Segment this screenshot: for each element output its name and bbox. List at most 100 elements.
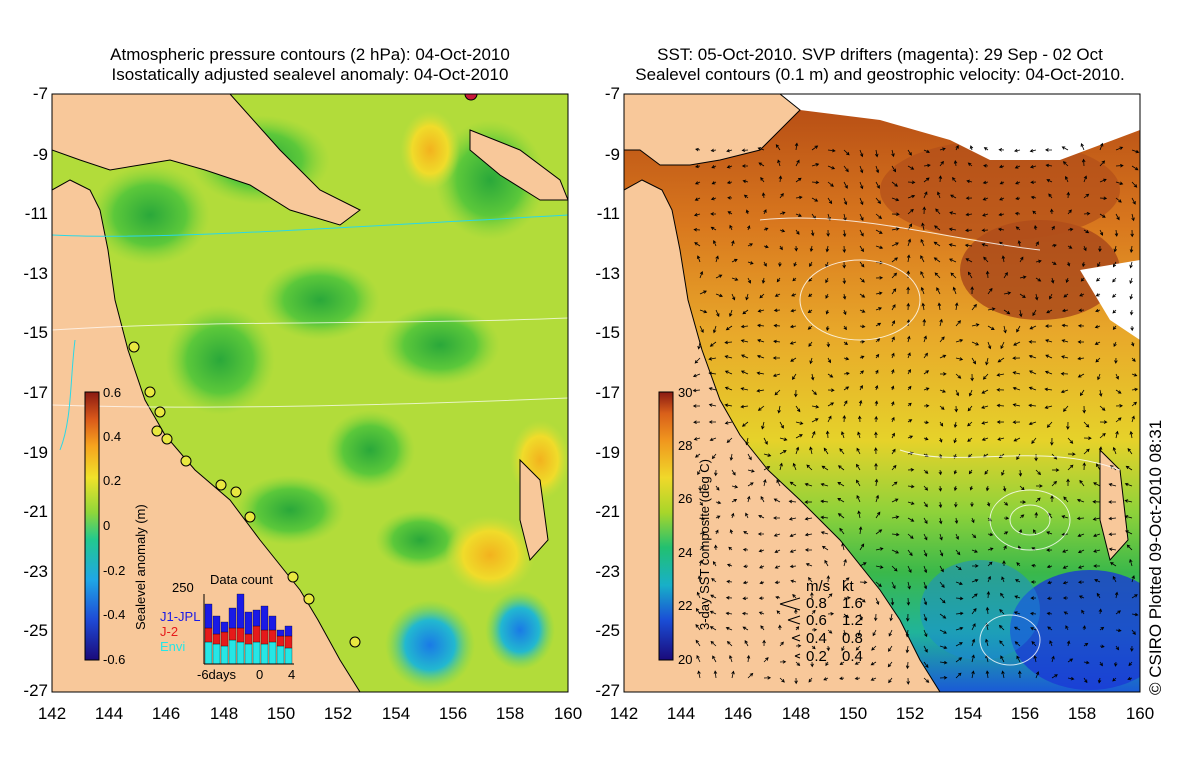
velocity-arrow (1014, 165, 1021, 169)
inset-ymax: 250 (172, 580, 194, 595)
velocity-arrow (1061, 146, 1069, 151)
velocity-arrow (920, 238, 925, 247)
velocity-arrow (1078, 595, 1085, 599)
velocity-arrow (891, 288, 897, 295)
velocity-arrow (955, 357, 964, 361)
velocity-arrow (1093, 549, 1101, 553)
velocity-arrow (711, 453, 717, 460)
velocity-arrow (859, 197, 864, 206)
velocity-arrow (1129, 558, 1133, 567)
velocity-arrow (825, 325, 830, 332)
velocity-arrow (888, 629, 893, 637)
velocity-arrow (923, 581, 928, 590)
velocity-arrow (757, 405, 765, 411)
velocity-arrow (1062, 596, 1069, 600)
velocity-arrow (745, 293, 749, 301)
velocity-arrow (854, 676, 861, 681)
velocity-arrow (1013, 437, 1021, 442)
velocity-arrow (779, 660, 787, 664)
velocity-arrow (1093, 482, 1101, 487)
velocity-arrow (965, 196, 973, 200)
velocity-arrow (712, 560, 717, 567)
velocity-arrow (996, 420, 1005, 424)
velocity-arrow (1079, 293, 1085, 297)
velocity-arrow (809, 357, 813, 365)
velocity-arrow (695, 623, 701, 631)
velocity-arrow (1097, 261, 1101, 268)
velocity-arrow (693, 227, 701, 232)
velocity-arrow (729, 224, 733, 231)
velocity-arrow (859, 293, 866, 298)
velocity-arrow (726, 165, 733, 169)
velocity-arrow (998, 164, 1005, 169)
velocity-arrow (875, 245, 884, 250)
velocity-arrow (746, 225, 751, 231)
velocity-arrow (1046, 309, 1053, 314)
credit-text: © CSIRO Plotted 09-Oct-2010 08:31 (1146, 419, 1165, 695)
velocity-arrow (745, 437, 749, 446)
velocity-arrow (763, 244, 769, 249)
velocity-arrow (955, 533, 959, 540)
velocity-arrow (1115, 417, 1122, 423)
velocity-arrow (747, 469, 755, 473)
velocity-arrow (724, 340, 733, 345)
velocity-arrow (715, 293, 723, 298)
velocity-arrow (859, 340, 866, 344)
velocity-arrow (811, 609, 816, 615)
velocity-arrow (821, 545, 829, 551)
velocity-arrow (1112, 293, 1117, 298)
velocity-arrow (1003, 516, 1010, 520)
inset-legend-envi: Envi (160, 639, 186, 654)
velocity-arrow (1047, 580, 1053, 585)
velocity-arrow (710, 594, 717, 599)
velocity-arrow (1062, 580, 1069, 585)
velocity-arrow (906, 677, 910, 685)
data-count-inset (203, 593, 294, 665)
velocity-arrow (933, 241, 941, 247)
velocity-arrow (841, 542, 845, 551)
velocity-arrow (1065, 277, 1069, 284)
velocity-arrow (1081, 261, 1086, 268)
velocity-arrow (793, 261, 797, 267)
velocity-arrow (1131, 415, 1135, 423)
velocity-arrow (731, 670, 735, 679)
velocity-arrow (1112, 677, 1117, 682)
velocity-arrow (826, 341, 831, 348)
velocity-arrow (778, 175, 783, 183)
velocity-arrow (907, 435, 914, 439)
velocity-arrow (891, 369, 895, 375)
velocity-arrow (823, 447, 829, 455)
inset-xlabel-zero: 0 (256, 667, 264, 682)
velocity-arrow (742, 626, 749, 631)
velocity-arrow (939, 549, 944, 557)
velocity-arrow (1099, 432, 1106, 439)
velocity-arrow (1095, 293, 1101, 297)
left-x-tick: 144 (94, 704, 124, 723)
velocity-arrow (1082, 462, 1087, 471)
velocity-arrow (1051, 225, 1055, 231)
velocity-arrow (874, 431, 878, 439)
velocity-arrow (841, 431, 845, 439)
velocity-arrow (729, 529, 734, 535)
velocity-arrow (1063, 611, 1069, 615)
velocity-arrow (1061, 323, 1069, 328)
right-x-tick: 160 (1125, 704, 1155, 723)
velocity-arrow (1051, 468, 1060, 472)
velocity-arrow (1113, 245, 1118, 253)
velocity-arrow (1076, 498, 1085, 503)
right-y-tick: -23 (595, 562, 620, 581)
velocity-arrow (731, 258, 738, 263)
velocity-arrow (842, 629, 847, 637)
velocity-arrow (837, 513, 845, 519)
velocity-arrow (891, 515, 900, 519)
velocity-arrow (1035, 241, 1039, 247)
velocity-arrow (804, 500, 813, 504)
velocity-arrow (1028, 403, 1037, 408)
velocity-arrow (955, 565, 962, 571)
velocity-arrow (875, 229, 883, 234)
velocity-arrow (1003, 545, 1007, 551)
velocity-arrow (1114, 357, 1118, 364)
velocity-arrow (888, 645, 893, 652)
velocity-arrow (970, 373, 974, 382)
velocity-arrow (1032, 309, 1037, 317)
